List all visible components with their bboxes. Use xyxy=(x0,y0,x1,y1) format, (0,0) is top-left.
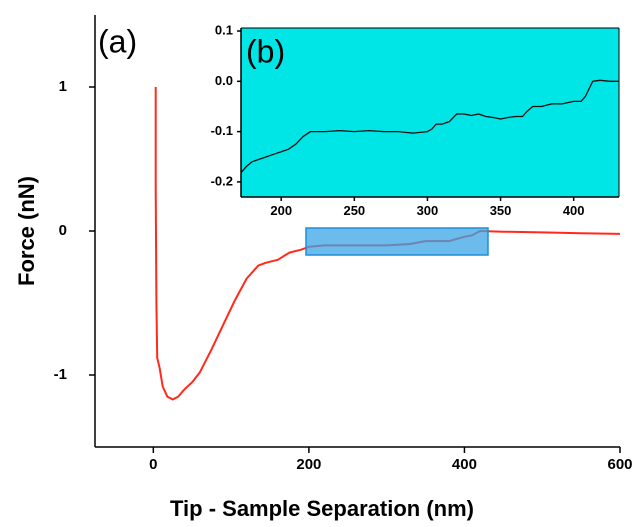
x-tick-label: 350 xyxy=(490,203,512,218)
x-tick-label: 400 xyxy=(563,203,585,218)
x-tick-label: 200 xyxy=(296,456,321,473)
panel-label: (a) xyxy=(98,23,137,59)
y-tick-label: 0.1 xyxy=(215,22,233,37)
panel-label: (b) xyxy=(246,33,285,69)
y-tick-label: -1 xyxy=(54,366,67,383)
x-tick-label: 400 xyxy=(452,456,477,473)
y-tick-label: -0.2 xyxy=(211,173,233,188)
highlight-box xyxy=(305,227,489,256)
y-tick-label: 0.0 xyxy=(215,73,233,88)
y-axis-title: Force (nN) xyxy=(14,176,39,286)
y-tick-label: -0.1 xyxy=(211,123,233,138)
plot-background xyxy=(241,28,619,197)
x-tick-label: 200 xyxy=(270,203,292,218)
x-tick-label: 600 xyxy=(607,456,632,473)
x-tick-label: 0 xyxy=(149,456,157,473)
x-tick-label: 300 xyxy=(417,203,439,218)
y-tick-label: 0 xyxy=(59,222,67,239)
data-line xyxy=(241,79,619,173)
inset-plot: 200 250 300 350 400 -0.2 -0.1 0.0 0.1 (b) xyxy=(211,22,620,218)
y-tick-label: 1 xyxy=(59,78,67,95)
x-tick-label: 250 xyxy=(343,203,365,218)
x-axis-title: Tip - Sample Separation (nm) xyxy=(170,496,474,521)
